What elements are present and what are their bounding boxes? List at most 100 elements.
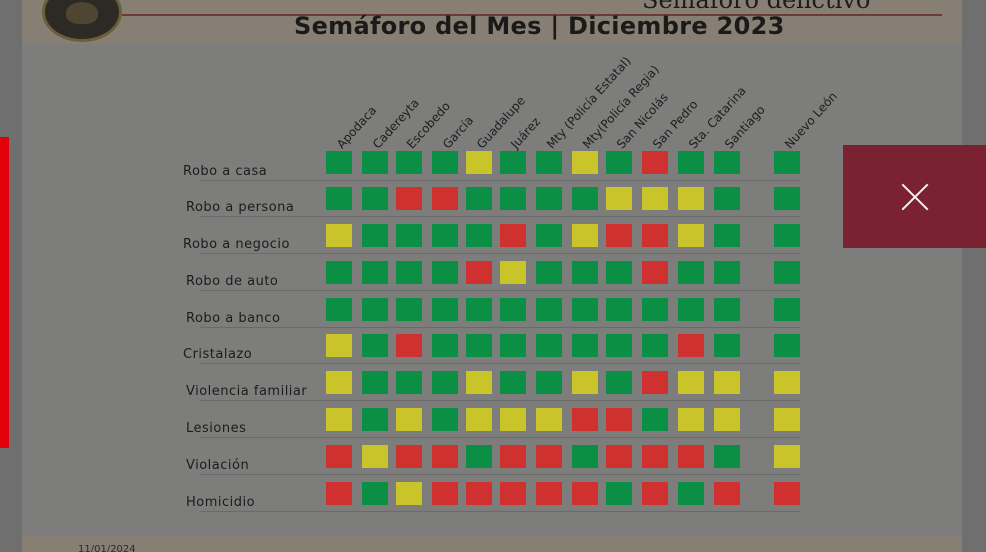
police-logo [42, 0, 122, 42]
status-cell [714, 151, 740, 174]
row-label: Violencia familiar [186, 384, 308, 399]
status-cell [500, 334, 526, 357]
status-cell [606, 334, 632, 357]
status-cell [362, 408, 388, 431]
status-cell [326, 224, 352, 247]
status-cell [774, 261, 800, 284]
status-cell [362, 334, 388, 357]
status-cell [362, 445, 388, 468]
status-cell [774, 445, 800, 468]
status-cell [536, 151, 562, 174]
status-cell [362, 151, 388, 174]
status-cell [572, 298, 598, 321]
status-cell [678, 371, 704, 394]
status-cell [466, 445, 492, 468]
close-button[interactable] [843, 145, 986, 248]
status-cell [326, 371, 352, 394]
status-cell [396, 261, 422, 284]
status-cell [500, 261, 526, 284]
status-cell [606, 445, 632, 468]
status-cell [500, 445, 526, 468]
status-cell [536, 408, 562, 431]
status-cell [572, 224, 598, 247]
status-cell [326, 261, 352, 284]
row-divider [200, 400, 800, 401]
status-cell [396, 371, 422, 394]
status-cell [642, 224, 668, 247]
status-cell [396, 187, 422, 210]
status-cell [642, 261, 668, 284]
status-cell [678, 445, 704, 468]
row-divider [200, 290, 800, 291]
status-cell [396, 298, 422, 321]
status-cell [774, 371, 800, 394]
status-cell [326, 445, 352, 468]
status-cell [572, 151, 598, 174]
status-cell [572, 334, 598, 357]
row-label: Robo a persona [186, 200, 295, 215]
row-label: Homicidio [186, 495, 256, 510]
status-cell [432, 151, 458, 174]
status-cell [714, 224, 740, 247]
status-cell [774, 482, 800, 505]
status-cell [500, 482, 526, 505]
status-cell [396, 224, 422, 247]
status-cell [500, 151, 526, 174]
status-cell [362, 482, 388, 505]
status-cell [396, 482, 422, 505]
status-cell [466, 151, 492, 174]
status-cell [606, 151, 632, 174]
status-cell [362, 371, 388, 394]
status-cell [466, 334, 492, 357]
status-cell [500, 371, 526, 394]
status-cell [572, 261, 598, 284]
row-label: Lesiones [186, 421, 247, 436]
status-cell [642, 482, 668, 505]
row-divider [200, 363, 800, 364]
status-cell [466, 187, 492, 210]
row-label: Cristalazo [183, 347, 253, 362]
status-cell [536, 334, 562, 357]
column-header: Nuevo León [782, 89, 840, 152]
status-cell [606, 187, 632, 210]
status-cell [714, 261, 740, 284]
status-cell [326, 151, 352, 174]
row-divider [200, 327, 800, 328]
status-cell [362, 224, 388, 247]
status-cell [606, 224, 632, 247]
status-cell [536, 482, 562, 505]
status-cell [432, 371, 458, 394]
poster-header: Semáforo delictivo Semáforo del Mes | Di… [22, 0, 962, 44]
semaforo-poster: Semáforo delictivo Semáforo del Mes | Di… [22, 0, 962, 552]
status-cell [572, 445, 598, 468]
row-divider [200, 437, 800, 438]
status-cell [774, 334, 800, 357]
status-cell [678, 482, 704, 505]
status-cell [678, 408, 704, 431]
status-cell [432, 334, 458, 357]
poster-top-title: Semáforo delictivo [642, 0, 871, 14]
left-accent-bar [0, 137, 9, 448]
status-cell [714, 334, 740, 357]
close-icon [900, 182, 930, 212]
status-cell [396, 334, 422, 357]
status-cell [642, 187, 668, 210]
status-cell [432, 408, 458, 431]
status-cell [678, 224, 704, 247]
column-header: García [440, 113, 477, 152]
status-cell [432, 482, 458, 505]
status-cell [326, 298, 352, 321]
page-title: Semáforo del Mes | Diciembre 2023 [294, 12, 785, 40]
status-cell [606, 408, 632, 431]
status-cell [326, 482, 352, 505]
status-cell [536, 371, 562, 394]
status-cell [714, 371, 740, 394]
status-cell [536, 261, 562, 284]
status-cell [500, 408, 526, 431]
status-cell [572, 371, 598, 394]
status-cell [432, 261, 458, 284]
column-header: Juárez [508, 114, 544, 152]
status-cell [642, 445, 668, 468]
status-cell [432, 224, 458, 247]
status-cell [714, 408, 740, 431]
